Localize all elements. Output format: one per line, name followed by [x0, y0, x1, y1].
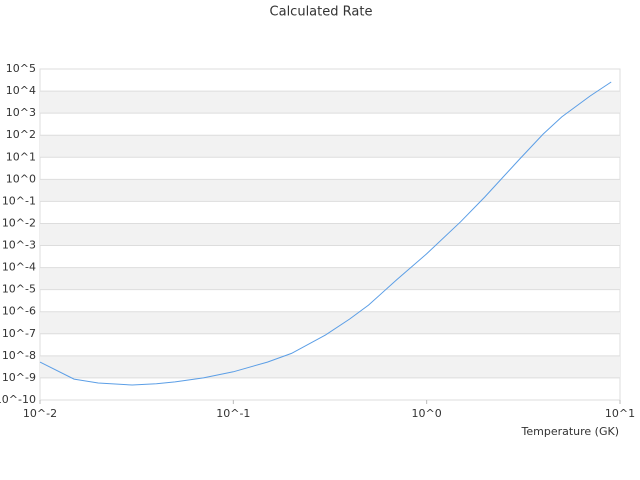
x-axis-label: Temperature (GK): [521, 425, 620, 438]
y-tick-label: 10^-4: [2, 261, 36, 274]
y-tick-label: 10^-1: [2, 194, 36, 207]
y-tick-label: 10^4: [6, 84, 36, 97]
y-tick-label: 10^-9: [2, 371, 36, 384]
grid-band: [40, 91, 620, 114]
grid-band: [40, 135, 620, 158]
y-tick-label: 10^-10: [0, 393, 36, 406]
x-tick-label: 10^0: [412, 407, 442, 420]
x-tick-label: 10^-1: [216, 407, 250, 420]
y-tick-label: 10^3: [6, 106, 36, 119]
y-tick-label: 10^0: [6, 172, 36, 185]
y-tick-label: 10^-6: [2, 305, 36, 318]
y-tick-label: 10^-2: [2, 216, 36, 229]
y-tick-label: 10^-8: [2, 349, 36, 362]
y-tick-label: 10^-7: [2, 327, 36, 340]
y-tick-label: 10^1: [6, 150, 36, 163]
x-tick-label: 10^-2: [23, 407, 57, 420]
y-tick-label: 10^5: [6, 62, 36, 75]
grid-band: [40, 267, 620, 290]
y-tick-label: 10^2: [6, 128, 36, 141]
grid-band: [40, 179, 620, 202]
grid-band: [40, 355, 620, 378]
grid-band: [40, 223, 620, 246]
line-series: [39, 81, 612, 386]
y-tick-label: 10^-5: [2, 283, 36, 296]
grid-band: [40, 311, 620, 334]
x-tick-label: 10^1: [605, 407, 635, 420]
y-tick-label: 10^-3: [2, 239, 36, 252]
chart-title: Calculated Rate: [270, 5, 373, 20]
